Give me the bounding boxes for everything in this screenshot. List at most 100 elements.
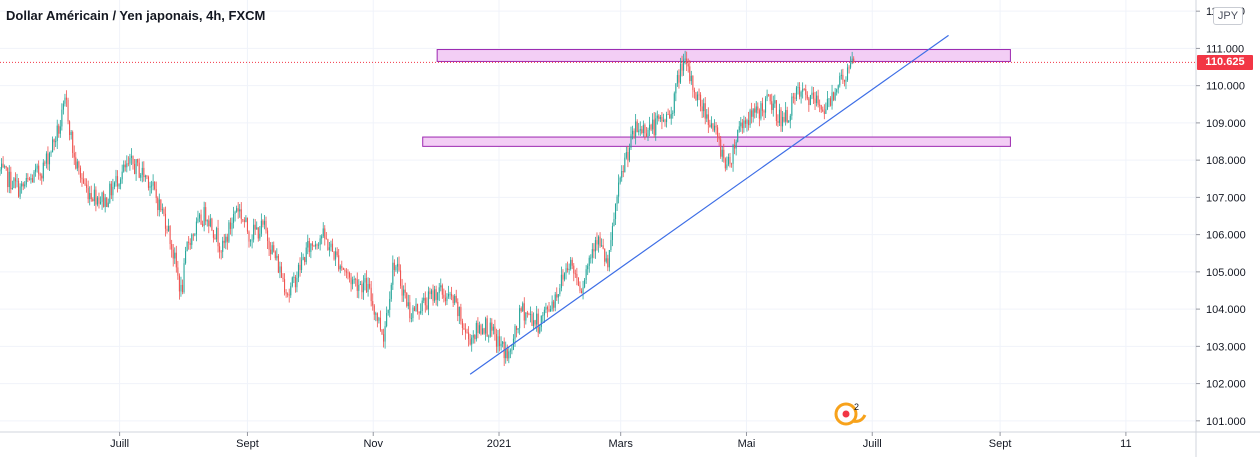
candle-body [383, 334, 385, 342]
candle-body [285, 292, 287, 294]
candle-body [751, 110, 753, 117]
candle-body [259, 233, 261, 239]
candle-body [529, 313, 532, 315]
candle-body [274, 251, 276, 259]
candle-body [734, 144, 736, 149]
candle-body [211, 218, 213, 231]
candle-body [846, 67, 849, 81]
candle-body [715, 125, 717, 128]
candle-body [273, 245, 275, 252]
candle-body [325, 238, 327, 240]
candle-body [319, 238, 321, 245]
candle-body [299, 264, 301, 270]
y-tick-label: 108.000 [1206, 155, 1246, 167]
candle-body [814, 98, 816, 104]
currency-badge[interactable]: JPY [1213, 7, 1243, 25]
candle-body [618, 182, 620, 197]
candle-body [302, 257, 304, 260]
candle-body [698, 94, 700, 96]
candle-body [400, 270, 402, 286]
candle-body [250, 240, 252, 242]
candle-body [305, 247, 307, 263]
candle-body [240, 209, 242, 220]
candle-body [50, 152, 52, 154]
candle-body [27, 178, 29, 179]
candle-body [594, 240, 596, 252]
candle-body [44, 162, 46, 164]
candle-body [341, 266, 343, 268]
candle-body [709, 124, 711, 128]
candle-body [271, 245, 273, 255]
candle-body [95, 189, 97, 205]
candle-body [171, 244, 173, 250]
candle-body [466, 332, 468, 334]
candle-body [774, 100, 776, 104]
candle-body [41, 175, 43, 179]
candle-body [158, 199, 160, 211]
candle-body [489, 322, 491, 337]
candle-body [183, 263, 185, 293]
y-tick-label: 110.000 [1206, 81, 1245, 93]
candlesticks [0, 50, 855, 367]
candle-body [522, 303, 524, 311]
candle-body [52, 139, 54, 153]
candle-body [740, 122, 742, 127]
candle-body [853, 58, 855, 63]
candle-body [457, 301, 459, 317]
candle-body [387, 309, 389, 314]
candle-body [141, 167, 143, 175]
candle-body [536, 313, 538, 325]
candle-body [599, 236, 601, 247]
candle-body [144, 175, 146, 178]
candle-body [129, 157, 131, 164]
candle-body [282, 277, 284, 280]
candle-body [123, 164, 125, 172]
candle-body [540, 315, 542, 328]
candle-body [517, 328, 519, 330]
candle-body [679, 63, 682, 83]
candle-body [455, 295, 457, 302]
candle-body [829, 98, 832, 106]
candle-body [543, 309, 545, 316]
candle-body [840, 74, 842, 77]
candle-body [625, 152, 627, 158]
candle-body [288, 294, 290, 296]
candle-body [344, 269, 346, 272]
candle-body [310, 243, 312, 252]
earnings-event-icon[interactable]: 2 [834, 401, 868, 432]
candle-body [593, 249, 595, 252]
y-tick-label: 104.000 [1206, 304, 1246, 316]
candle-body [463, 327, 465, 330]
candle-body [1, 163, 3, 170]
candle-body [765, 98, 767, 113]
candle-body [11, 187, 13, 190]
candle-body [545, 307, 547, 310]
candle-body [48, 153, 51, 165]
candle-body [590, 257, 592, 259]
candle-body [817, 95, 819, 105]
candle-body [254, 224, 256, 230]
candle-body [621, 171, 623, 178]
candle-body [684, 58, 686, 60]
candle-body [246, 217, 248, 232]
candle-body [316, 244, 318, 246]
candle-body [819, 104, 821, 106]
candle-body [137, 159, 139, 163]
candle-body [435, 289, 437, 300]
candle-body [494, 326, 496, 335]
candle-body [492, 326, 494, 331]
candle-body [778, 109, 781, 123]
candle-body [99, 201, 102, 204]
candle-body [491, 322, 493, 331]
candle-body [806, 94, 808, 99]
candle-body [678, 75, 680, 83]
candle-body [398, 263, 400, 271]
candle-body [683, 59, 685, 71]
candle-body [307, 241, 309, 248]
candle-body [508, 351, 510, 359]
candle-body [90, 193, 92, 200]
candle-body [169, 226, 171, 245]
candle-body [771, 101, 773, 111]
